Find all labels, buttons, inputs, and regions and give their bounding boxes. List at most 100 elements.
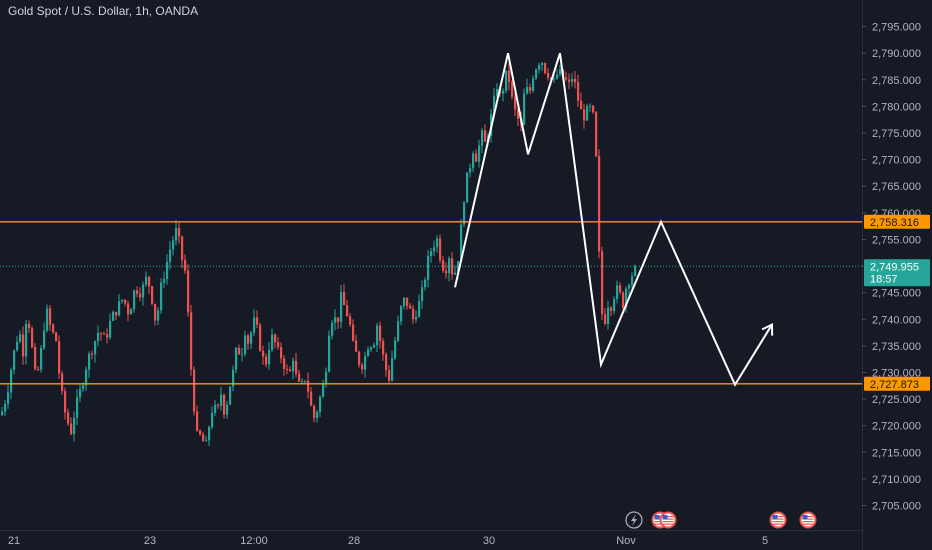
- candle: [382, 337, 385, 361]
- flag-stripe: [662, 516, 674, 518]
- candle: [97, 325, 100, 347]
- candle-body: [607, 307, 610, 324]
- candle: [43, 322, 46, 351]
- candle-body: [262, 350, 265, 357]
- candle-body: [214, 404, 217, 413]
- candle-body: [571, 78, 574, 82]
- flag-stripe: [772, 521, 784, 523]
- candle-body: [184, 260, 187, 271]
- candle: [4, 400, 7, 416]
- candle: [190, 304, 193, 376]
- y-tick-label: 2,775.000: [872, 128, 921, 140]
- candle: [547, 67, 550, 81]
- candle-body: [484, 130, 487, 142]
- candle: [364, 351, 367, 378]
- candle: [70, 417, 73, 436]
- candle: [454, 265, 457, 276]
- candle-body: [310, 391, 313, 406]
- candle-body: [247, 335, 250, 344]
- candle: [298, 369, 301, 383]
- candle-body: [346, 305, 349, 317]
- candle: [91, 350, 94, 360]
- flag-stripe: [662, 521, 674, 523]
- candle: [322, 379, 325, 398]
- candle-body: [190, 312, 193, 370]
- candle-body: [403, 297, 406, 306]
- flag-stripe: [772, 523, 784, 525]
- candle: [79, 383, 82, 402]
- candle-body: [256, 317, 259, 325]
- candle-body: [178, 228, 181, 237]
- candle-body: [52, 324, 55, 333]
- candle-body: [97, 333, 100, 342]
- candle-body: [616, 285, 619, 299]
- candle-body: [64, 391, 67, 413]
- candles: [1, 62, 637, 446]
- candle-body: [598, 156, 601, 252]
- candle-body: [583, 109, 586, 121]
- y-tick-label: 2,715.000: [872, 447, 921, 459]
- candle-body: [442, 260, 445, 271]
- candle-body: [49, 308, 52, 325]
- candle: [436, 235, 439, 253]
- candle: [310, 386, 313, 407]
- candle-body: [112, 311, 115, 321]
- candle-body: [505, 70, 508, 91]
- flag-stripe: [654, 516, 666, 518]
- candle: [511, 80, 514, 100]
- candle: [337, 317, 340, 329]
- candle: [19, 330, 22, 344]
- candle-body: [556, 74, 559, 79]
- candle-body: [625, 288, 628, 308]
- candle-body: [301, 381, 304, 383]
- candle: [517, 106, 520, 126]
- candle: [280, 342, 283, 364]
- x-tick-label: 12:00: [240, 535, 268, 547]
- candle-body: [208, 426, 211, 441]
- candle-body: [388, 370, 391, 381]
- candle: [292, 357, 295, 380]
- candle-body: [325, 371, 328, 384]
- candle: [274, 333, 277, 349]
- x-tick-label: 21: [8, 535, 20, 547]
- candle-body: [121, 299, 124, 302]
- candle-body: [511, 81, 514, 97]
- candle-body: [70, 423, 73, 435]
- candle-body: [181, 236, 184, 261]
- candle: [379, 321, 382, 349]
- us-flag-event-icon: [769, 511, 787, 529]
- candle: [472, 151, 475, 173]
- candle-body: [55, 332, 58, 342]
- candle-body: [292, 360, 295, 372]
- candle-body: [523, 93, 526, 125]
- x-tick-label: 5: [762, 535, 768, 547]
- candle-body: [628, 285, 631, 289]
- candle: [331, 320, 334, 340]
- candle: [634, 264, 637, 278]
- flag-stripe: [772, 518, 784, 520]
- candle-body: [457, 261, 460, 273]
- candle-body: [169, 249, 172, 262]
- y-tick-label: 2,745.000: [872, 288, 921, 300]
- candle-body: [478, 145, 481, 162]
- candle-body: [271, 334, 274, 350]
- candle-body: [604, 314, 607, 324]
- candle: [496, 83, 499, 99]
- candle: [226, 401, 229, 419]
- candle-body: [196, 411, 199, 431]
- candle-body: [94, 341, 97, 355]
- candle-body: [232, 369, 235, 387]
- candle-body: [376, 325, 379, 346]
- candle: [223, 393, 226, 419]
- candle-body: [268, 349, 271, 365]
- candle-body: [25, 323, 28, 357]
- candle: [133, 289, 136, 313]
- candle: [601, 246, 604, 321]
- candle: [85, 366, 88, 391]
- candle-body: [331, 322, 334, 336]
- candle: [163, 271, 166, 289]
- candle-body: [151, 286, 154, 304]
- candle: [124, 299, 127, 307]
- candle: [202, 431, 205, 442]
